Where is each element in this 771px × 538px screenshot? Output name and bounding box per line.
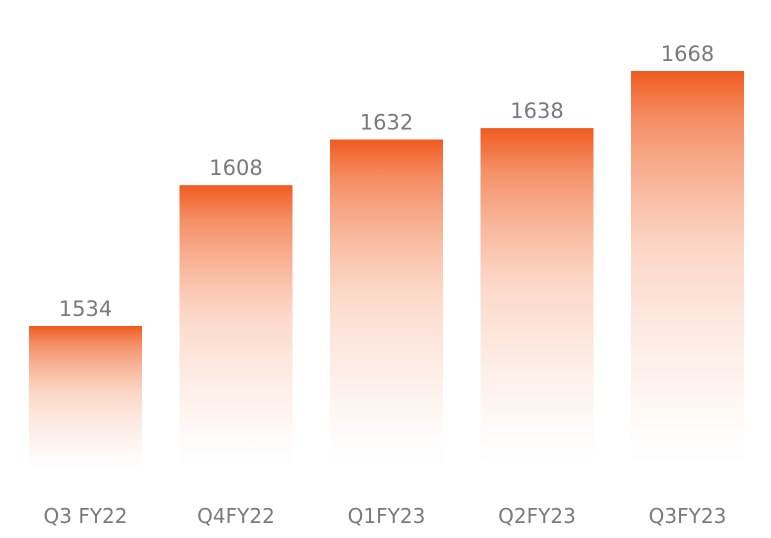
category-label: Q3 FY22: [44, 504, 128, 528]
value-label: 1632: [360, 111, 413, 135]
category-label: Q4FY22: [197, 504, 275, 528]
value-label: 1534: [59, 297, 112, 321]
bar-q4fy22: [179, 185, 293, 476]
bars-layer: [29, 71, 744, 476]
value-label: 1608: [209, 156, 262, 180]
value-label: 1638: [510, 99, 563, 123]
value-label: 1668: [661, 42, 714, 66]
category-labels-layer: Q3 FY22 Q4FY22 Q1FY23 Q2FY23 Q3FY23: [44, 504, 727, 528]
category-label: Q1FY23: [348, 504, 426, 528]
category-label: Q2FY23: [498, 504, 576, 528]
bar-q2fy23: [480, 128, 594, 476]
bar-q3-fy22: [29, 326, 142, 476]
bar-q1fy23: [330, 139, 443, 476]
value-labels-layer: 1534 1608 1632 1638 1668: [59, 42, 714, 321]
category-label: Q3FY23: [649, 504, 727, 528]
bar-q3fy23: [631, 71, 744, 476]
